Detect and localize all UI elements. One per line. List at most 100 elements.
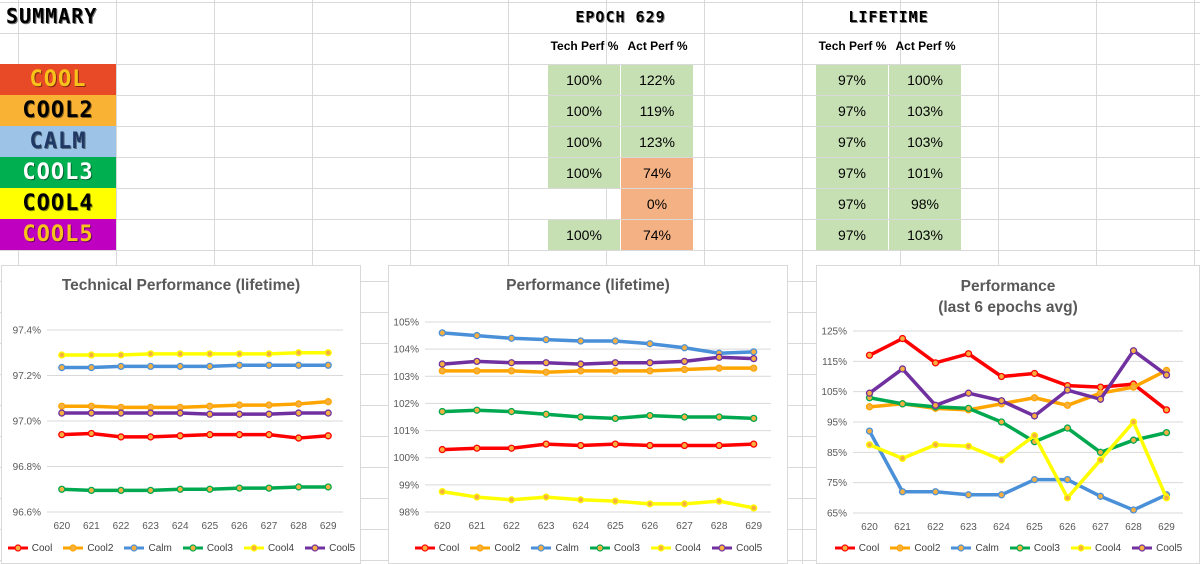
data-point-cool — [964, 350, 973, 358]
legend-label: Cool3 — [206, 542, 233, 554]
chart-legend: Cool Cool2 Calm Cool3 Cool4 Cool5 — [389, 542, 787, 554]
legend-label: Cool3 — [613, 542, 640, 554]
y-tick-label: 105% — [821, 387, 847, 398]
technical-performance-chart: Technical Performance (lifetime) 96.6% 96… — [1, 265, 361, 564]
data-point-cool2 — [865, 403, 874, 411]
x-tick-label: 624 — [993, 522, 1010, 533]
y-tick-label: 104% — [393, 345, 419, 356]
data-point-cool4 — [680, 500, 689, 508]
y-tick-label: 105% — [393, 318, 419, 329]
data-point-cool2 — [473, 367, 481, 375]
data-point-cool5 — [646, 359, 654, 367]
data-point-cool4 — [1030, 431, 1039, 440]
data-point-cool2 — [1129, 383, 1138, 391]
data-point-cool4 — [931, 441, 940, 449]
x-tick-label: 628 — [711, 521, 728, 532]
data-point-cool2 — [206, 402, 214, 410]
data-point-cool4 — [235, 350, 244, 358]
x-tick-label: 628 — [1125, 522, 1142, 533]
x-tick-label: 623 — [538, 521, 555, 532]
data-point-cool5 — [542, 359, 550, 367]
chart-svg: 98% 99% 100% 101% 102% 103% 104% 105% 620 621 622 6… — [393, 318, 771, 532]
data-point-cool3 — [265, 484, 273, 492]
epoch-act-cell: 122% — [621, 65, 693, 95]
epoch-tech-cell: 100% — [548, 65, 620, 95]
legend-marker — [182, 544, 203, 552]
legend-marker — [951, 544, 972, 552]
x-tick-label: 629 — [1158, 522, 1175, 533]
data-point-cool4 — [1096, 456, 1105, 464]
performance-last6-chart: Performance (last 6 epochs avg) 65% 75% 85… — [816, 265, 1200, 564]
data-point-cool4 — [1162, 494, 1171, 502]
data-point-cool3 — [680, 413, 689, 421]
data-point-cool — [1096, 383, 1105, 391]
x-tick-label: 627 — [676, 521, 693, 532]
data-point-cool — [507, 444, 516, 452]
lifetime-act-cell: 101% — [889, 158, 961, 188]
data-point-cool4 — [750, 504, 758, 512]
series-line-calm — [442, 331, 754, 355]
legend-item: Cool3 — [182, 542, 233, 554]
legend-marker — [414, 544, 435, 552]
epoch-act-cell: 119% — [621, 96, 693, 126]
series-line-cool4 — [868, 420, 1169, 500]
data-point-cool5 — [1030, 412, 1039, 420]
data-point-cool3 — [117, 486, 125, 495]
data-point-cool4 — [1063, 494, 1072, 502]
data-point-cool2 — [294, 400, 303, 408]
data-point-cool4 — [324, 349, 332, 357]
chart-title: Performance — [960, 278, 1056, 295]
series-line-cool4 — [61, 351, 329, 357]
legend-item: Cool2 — [469, 542, 520, 554]
x-tick-label: 622 — [927, 522, 944, 533]
epoch-act-cell: 74% — [621, 220, 693, 250]
legend-item: Calm — [123, 542, 172, 554]
x-tick-label: 627 — [1092, 522, 1109, 533]
data-point-cool5 — [87, 409, 96, 417]
epoch-tech-cell — [548, 189, 620, 219]
chart-title: Technical Performance (lifetime) — [61, 277, 301, 294]
y-tick-label: 96.6% — [13, 508, 41, 519]
data-point-calm — [507, 334, 516, 342]
y-tick-label: 101% — [393, 426, 419, 437]
y-tick-label: 125% — [821, 327, 847, 338]
x-tick-label: 622 — [113, 521, 130, 532]
legend-item: Cool4 — [1070, 542, 1121, 554]
x-tick-label: 624 — [572, 521, 589, 532]
data-point-calm — [265, 361, 273, 369]
legend-marker — [712, 544, 733, 552]
data-point-cool5 — [206, 410, 214, 418]
legend-item: Cool4 — [243, 542, 294, 554]
data-point-cool — [235, 430, 244, 439]
row-label-cool2: COOL2 — [0, 95, 116, 126]
lifetime-tech-cell: 97% — [816, 220, 888, 250]
series-line-cool — [868, 336, 1168, 412]
data-point-cool — [146, 433, 155, 441]
data-point-calm — [117, 362, 125, 371]
y-tick-label: 75% — [827, 478, 847, 489]
legend-item: Cool5 — [711, 542, 762, 554]
data-point-cool4 — [542, 493, 550, 501]
data-point-cool3 — [750, 414, 758, 423]
row-label-cool: COOL — [0, 64, 116, 95]
data-point-calm — [1030, 475, 1039, 484]
data-point-cool — [58, 430, 66, 439]
data-point-cool2 — [750, 364, 758, 372]
data-point-cool5 — [611, 359, 619, 367]
epoch-act-cell: 0% — [621, 189, 693, 219]
data-point-cool — [997, 372, 1006, 381]
legend-item: Cool3 — [589, 542, 640, 554]
series-line-cool3 — [61, 485, 329, 493]
data-point-cool2 — [87, 402, 96, 410]
data-point-cool3 — [294, 483, 303, 491]
legend-item: Cool — [414, 542, 459, 554]
lifetime-tech-header: Tech Perf % — [818, 39, 887, 53]
lifetime-tech-cell: 97% — [816, 158, 888, 188]
data-point-calm — [146, 362, 155, 371]
legend-marker — [531, 544, 552, 552]
data-point-cool3 — [235, 484, 244, 492]
data-point-cool5 — [294, 409, 303, 417]
data-point-cool5 — [438, 360, 446, 368]
chart-title: Performance (lifetime) — [506, 277, 670, 294]
chart-svg: 65% 75% 85% 95% 105% 115% 125% 620 621 622 623 624 6… — [821, 327, 1183, 533]
